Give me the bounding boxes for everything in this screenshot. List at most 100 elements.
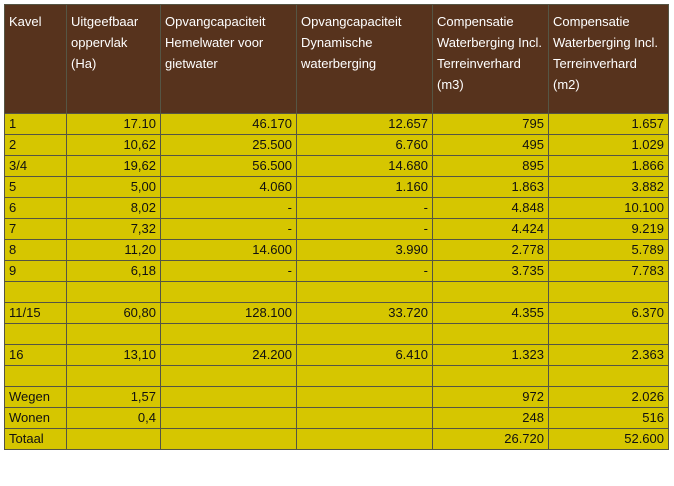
cell-dynamisch [296, 407, 433, 429]
cell-compensatie-m2 [548, 323, 669, 345]
cell-compensatie-m2: 52.600 [548, 428, 669, 450]
cell-dynamisch [296, 428, 433, 450]
cell-oppervlak: 1,57 [66, 386, 161, 408]
cell-hemelwater: 128.100 [160, 302, 297, 324]
cell-kavel: 7 [4, 218, 67, 240]
cell-kavel: 3/4 [4, 155, 67, 177]
cell-oppervlak: 0,4 [66, 407, 161, 429]
cell-compensatie-m3 [432, 323, 549, 345]
waterberging-table: Kavel Uitgeefbaar oppervlak (Ha) Opvangc… [4, 4, 669, 450]
cell-compensatie-m2 [548, 365, 669, 387]
table-row: 7 7,32- -4.424 9.219 [4, 218, 669, 240]
cell-compensatie-m3 [432, 365, 549, 387]
cell-oppervlak [66, 281, 161, 303]
cell-compensatie-m2: 1.029 [548, 134, 669, 156]
table-row: 3/4 19,62 56.500 14.680 895 1.866 [4, 155, 669, 177]
cell-kavel: 1 [4, 113, 67, 135]
header-uitgeefbaar-oppervlak: Uitgeefbaar oppervlak (Ha) [66, 4, 161, 114]
cell-dynamisch: 6.760 [296, 134, 433, 156]
cell-kavel [4, 365, 67, 387]
cell-oppervlak: 19,62 [66, 155, 161, 177]
cell-kavel: Wonen [4, 407, 67, 429]
cell-compensatie-m2: 3.882 [548, 176, 669, 198]
cell-dynamisch [296, 365, 433, 387]
cell-hemelwater [160, 386, 297, 408]
cell-oppervlak [66, 323, 161, 345]
cell-oppervlak: 11,20 [66, 239, 161, 261]
cell-dynamisch [296, 386, 433, 408]
cell-oppervlak: 10,62 [66, 134, 161, 156]
cell-compensatie-m3: 4.355 [432, 302, 549, 324]
cell-compensatie-m2: 6.370 [548, 302, 669, 324]
table-row [4, 281, 669, 303]
cell-hemelwater [160, 365, 297, 387]
cell-hemelwater: 14.600 [160, 239, 297, 261]
cell-compensatie-m3: 4.424 [432, 218, 549, 240]
cell-kavel: 2 [4, 134, 67, 156]
cell-compensatie-m3 [432, 281, 549, 303]
cell-compensatie-m3: 4.848 [432, 197, 549, 219]
cell-kavel: 5 [4, 176, 67, 198]
table-row: 11/15 60,80 128.100 33.720 4.355 6.370 [4, 302, 669, 324]
cell-dynamisch [296, 323, 433, 345]
cell-oppervlak: 17.10 [66, 113, 161, 135]
cell-compensatie-m3: 2.778 [432, 239, 549, 261]
table-row: 16 13,10 24.200 6.410 1.323 2.363 [4, 344, 669, 366]
cell-oppervlak: 6,18 [66, 260, 161, 282]
cell-kavel: Totaal [4, 428, 67, 450]
table-row: 8 11,20 14.600 3.990 2.778 5.789 [4, 239, 669, 261]
cell-dynamisch: 1.160 [296, 176, 433, 198]
cell-hemelwater: 25.500 [160, 134, 297, 156]
cell-kavel: 16 [4, 344, 67, 366]
table-row: 9 6,18- -3.735 7.783 [4, 260, 669, 282]
cell-compensatie-m2: 10.100 [548, 197, 669, 219]
cell-hemelwater: - [160, 260, 297, 282]
table-row: Wegen 1,57 972 2.026 [4, 386, 669, 408]
cell-compensatie-m3: 495 [432, 134, 549, 156]
cell-dynamisch: 33.720 [296, 302, 433, 324]
cell-compensatie-m2: 1.866 [548, 155, 669, 177]
cell-compensatie-m2 [548, 281, 669, 303]
table-row: 1 17.10 46.170 12.657 795 1.657 [4, 113, 669, 135]
cell-kavel [4, 281, 67, 303]
cell-hemelwater [160, 323, 297, 345]
table-row: Totaal 26.720 52.600 [4, 428, 669, 450]
cell-compensatie-m2: 2.363 [548, 344, 669, 366]
cell-oppervlak: 13,10 [66, 344, 161, 366]
cell-dynamisch [296, 281, 433, 303]
table-row: 5 5,00 4.060 1.160 1.863 3.882 [4, 176, 669, 198]
cell-dynamisch: - [296, 260, 433, 282]
cell-hemelwater [160, 407, 297, 429]
cell-hemelwater: 46.170 [160, 113, 297, 135]
cell-hemelwater [160, 281, 297, 303]
table-row: Wonen 0,4 248 516 [4, 407, 669, 429]
cell-hemelwater [160, 428, 297, 450]
cell-compensatie-m3: 1.323 [432, 344, 549, 366]
cell-compensatie-m2: 2.026 [548, 386, 669, 408]
cell-oppervlak: 7,32 [66, 218, 161, 240]
cell-compensatie-m3: 248 [432, 407, 549, 429]
cell-oppervlak: 8,02 [66, 197, 161, 219]
cell-compensatie-m3: 795 [432, 113, 549, 135]
cell-oppervlak [66, 428, 161, 450]
cell-kavel [4, 323, 67, 345]
table-row [4, 365, 669, 387]
cell-kavel: 11/15 [4, 302, 67, 324]
header-opvang-hemelwater: Opvangcapaciteit Hemelwater voor gietwat… [160, 4, 297, 114]
cell-oppervlak: 60,80 [66, 302, 161, 324]
cell-oppervlak [66, 365, 161, 387]
cell-kavel: Wegen [4, 386, 67, 408]
table-body: 1 17.10 46.170 12.657 795 1.657 2 10,62 25.500 6.… [4, 113, 669, 450]
cell-kavel: 6 [4, 197, 67, 219]
header-compensatie-m3: Compensatie Waterberging Incl. Terreinve… [432, 4, 549, 114]
cell-compensatie-m3: 895 [432, 155, 549, 177]
cell-compensatie-m2: 9.219 [548, 218, 669, 240]
cell-hemelwater: 24.200 [160, 344, 297, 366]
cell-compensatie-m3: 26.720 [432, 428, 549, 450]
cell-dynamisch: - [296, 218, 433, 240]
cell-dynamisch: 3.990 [296, 239, 433, 261]
cell-dynamisch: 14.680 [296, 155, 433, 177]
table-row: 6 8,02- -4.848 10.100 [4, 197, 669, 219]
cell-compensatie-m3: 3.735 [432, 260, 549, 282]
cell-kavel: 9 [4, 260, 67, 282]
